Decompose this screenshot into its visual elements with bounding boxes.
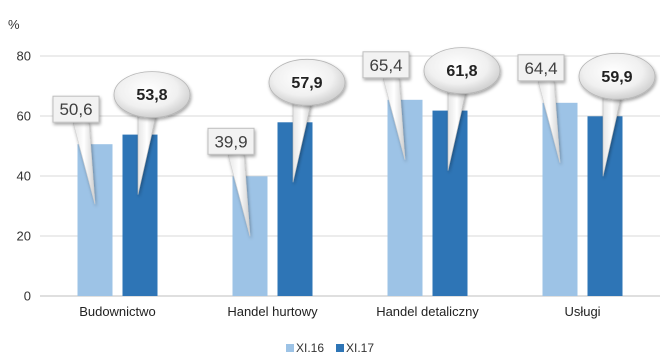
data-label-bubble bbox=[113, 71, 191, 118]
y-tick-label: 40 bbox=[17, 169, 31, 184]
x-category-label: Handel detaliczny bbox=[376, 304, 479, 319]
bar-xi-16 bbox=[387, 99, 423, 296]
data-label-box bbox=[207, 127, 255, 155]
legend-swatch bbox=[336, 344, 344, 352]
data-label-bubble bbox=[268, 58, 346, 106]
data-label-bubble bbox=[578, 52, 656, 100]
data-label: 65,4 bbox=[369, 56, 402, 75]
data-label: 57,9 bbox=[291, 75, 322, 92]
legend-label: XI.17 bbox=[346, 341, 374, 355]
data-label: 50,6 bbox=[59, 100, 92, 119]
x-category-label: Usługi bbox=[564, 304, 600, 319]
x-category-label: Handel hurtowy bbox=[227, 304, 318, 319]
legend-label: XI.16 bbox=[296, 341, 324, 355]
data-label: 53,8 bbox=[136, 87, 167, 104]
data-label: 39,9 bbox=[214, 132, 247, 151]
y-tick-label: 80 bbox=[17, 49, 31, 64]
bar-xi-16 bbox=[77, 144, 113, 296]
y-tick-label: 60 bbox=[17, 109, 31, 124]
data-label: 64,4 bbox=[524, 59, 557, 78]
y-axis-unit: % bbox=[8, 17, 20, 32]
bar-xi-16 bbox=[542, 102, 578, 296]
data-label: 59,9 bbox=[601, 69, 632, 86]
x-category-label: Budownictwo bbox=[79, 304, 156, 319]
data-label: 61,8 bbox=[446, 63, 477, 80]
data-label-box bbox=[52, 95, 100, 123]
y-tick-label: 20 bbox=[17, 229, 31, 244]
y-tick-label: 0 bbox=[24, 289, 31, 304]
data-label-bubble bbox=[423, 47, 501, 94]
data-label-box bbox=[362, 51, 410, 79]
legend-swatch bbox=[286, 344, 294, 352]
data-label-box bbox=[517, 54, 565, 82]
